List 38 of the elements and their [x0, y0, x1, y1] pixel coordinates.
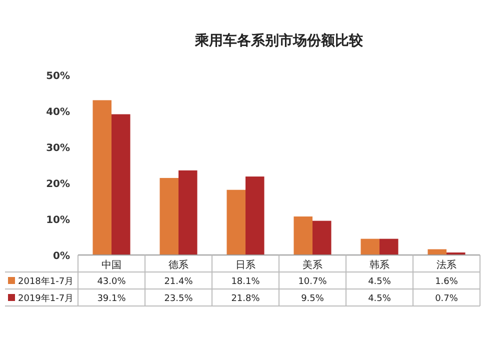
bar — [246, 176, 264, 255]
data-label: 9.5% — [301, 294, 324, 304]
x-tick-label: 韩系 — [370, 259, 390, 271]
data-label: 18.1% — [231, 277, 260, 287]
y-tick-label: 30% — [46, 143, 70, 154]
bar — [380, 238, 398, 255]
data-label: 43.0% — [97, 277, 126, 287]
data-label: 21.4% — [164, 277, 194, 287]
data-label: 23.5% — [164, 294, 194, 304]
y-tick-label: 0% — [53, 251, 70, 262]
data-label: 1.6% — [435, 277, 458, 287]
data-label: 4.5% — [368, 277, 392, 287]
data-label: 4.5% — [368, 294, 392, 304]
x-tick-label: 美系 — [302, 259, 322, 271]
legend-label: 2019年1-7月 — [18, 293, 74, 304]
y-tick-label: 20% — [46, 179, 70, 190]
bar — [112, 114, 130, 255]
x-tick-label: 日系 — [236, 259, 256, 271]
y-tick-label: 40% — [46, 107, 70, 118]
y-tick-label: 10% — [46, 215, 70, 226]
x-tick-label: 中国 — [102, 259, 122, 271]
chart-title: 乘用车各系别市场份额比较 — [194, 32, 364, 49]
bar — [360, 238, 380, 255]
data-label: 21.8% — [231, 294, 260, 304]
bar — [160, 178, 178, 255]
y-tick-label: 50% — [46, 71, 70, 82]
x-tick-label: 德系 — [168, 259, 188, 271]
bar — [226, 190, 246, 255]
data-label: 39.1% — [97, 294, 126, 304]
bar — [312, 220, 332, 255]
bar — [428, 249, 446, 255]
data-label: 10.7% — [298, 277, 328, 287]
bar — [92, 100, 112, 255]
data-label: 0.7% — [435, 294, 458, 304]
x-tick-label: 法系 — [436, 259, 456, 271]
bar — [178, 170, 198, 255]
bar — [294, 216, 312, 255]
legend-label: 2018年1-7月 — [18, 276, 74, 287]
